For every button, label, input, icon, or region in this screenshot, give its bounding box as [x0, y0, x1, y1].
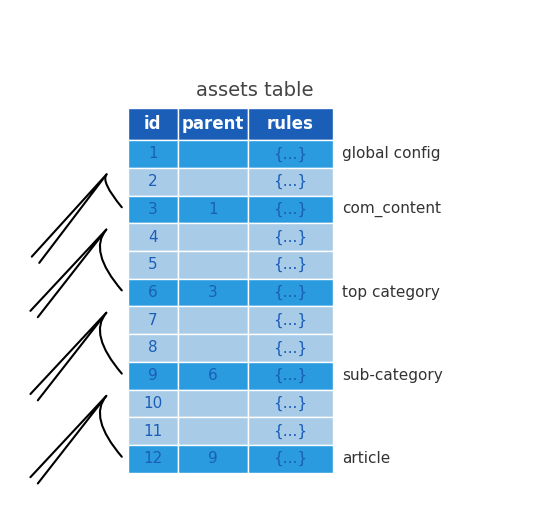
- Text: top category: top category: [342, 285, 440, 300]
- Bar: [178, 445, 248, 473]
- Text: 9: 9: [148, 368, 158, 383]
- Text: 1: 1: [148, 146, 158, 161]
- Text: id: id: [144, 115, 162, 133]
- Text: 6: 6: [148, 285, 158, 300]
- Text: 11: 11: [143, 423, 162, 438]
- Text: {...}: {...}: [273, 451, 307, 467]
- Bar: [248, 107, 333, 140]
- Bar: [128, 279, 178, 306]
- Bar: [178, 223, 248, 251]
- Bar: [128, 223, 178, 251]
- Text: {...}: {...}: [273, 174, 307, 189]
- Bar: [248, 223, 333, 251]
- Bar: [128, 140, 178, 168]
- Bar: [248, 251, 333, 279]
- Text: {...}: {...}: [273, 396, 307, 411]
- Bar: [178, 362, 248, 389]
- Bar: [248, 362, 333, 389]
- Bar: [128, 107, 178, 140]
- Text: 2: 2: [148, 174, 158, 189]
- Text: {...}: {...}: [273, 340, 307, 355]
- Text: global config: global config: [342, 146, 441, 161]
- Text: 8: 8: [148, 340, 158, 355]
- Bar: [128, 334, 178, 362]
- Text: {...}: {...}: [273, 146, 307, 162]
- Bar: [248, 334, 333, 362]
- Bar: [128, 196, 178, 223]
- Bar: [248, 417, 333, 445]
- Bar: [178, 140, 248, 168]
- Text: assets table: assets table: [195, 81, 313, 100]
- Text: 7: 7: [148, 313, 158, 328]
- Bar: [178, 279, 248, 306]
- Bar: [178, 306, 248, 334]
- Text: rules: rules: [267, 115, 314, 133]
- Bar: [178, 168, 248, 196]
- Text: {...}: {...}: [273, 313, 307, 328]
- Bar: [178, 107, 248, 140]
- Text: sub-category: sub-category: [342, 368, 443, 383]
- Bar: [178, 417, 248, 445]
- Text: 12: 12: [143, 451, 162, 467]
- Text: 5: 5: [148, 257, 158, 272]
- Text: {...}: {...}: [273, 229, 307, 245]
- Text: {...}: {...}: [273, 257, 307, 272]
- Text: article: article: [342, 451, 390, 467]
- Text: {...}: {...}: [273, 423, 307, 439]
- Bar: [128, 389, 178, 417]
- Bar: [128, 168, 178, 196]
- Text: {...}: {...}: [273, 285, 307, 300]
- Text: 1: 1: [208, 202, 218, 217]
- Bar: [178, 251, 248, 279]
- Bar: [248, 196, 333, 223]
- Bar: [128, 306, 178, 334]
- Bar: [128, 362, 178, 389]
- Text: 3: 3: [148, 202, 158, 217]
- Bar: [178, 334, 248, 362]
- Text: {...}: {...}: [273, 368, 307, 383]
- Bar: [128, 417, 178, 445]
- Bar: [178, 196, 248, 223]
- Bar: [248, 445, 333, 473]
- Text: {...}: {...}: [273, 202, 307, 217]
- Bar: [248, 306, 333, 334]
- Bar: [128, 445, 178, 473]
- Text: 10: 10: [143, 396, 162, 411]
- Bar: [178, 389, 248, 417]
- Bar: [248, 140, 333, 168]
- Text: 6: 6: [208, 368, 218, 383]
- Bar: [248, 168, 333, 196]
- Bar: [248, 279, 333, 306]
- Text: 3: 3: [208, 285, 218, 300]
- Text: com_content: com_content: [342, 202, 441, 217]
- Bar: [248, 389, 333, 417]
- Bar: [128, 251, 178, 279]
- Text: parent: parent: [181, 115, 244, 133]
- Text: 9: 9: [208, 451, 218, 467]
- Text: 4: 4: [148, 230, 158, 245]
